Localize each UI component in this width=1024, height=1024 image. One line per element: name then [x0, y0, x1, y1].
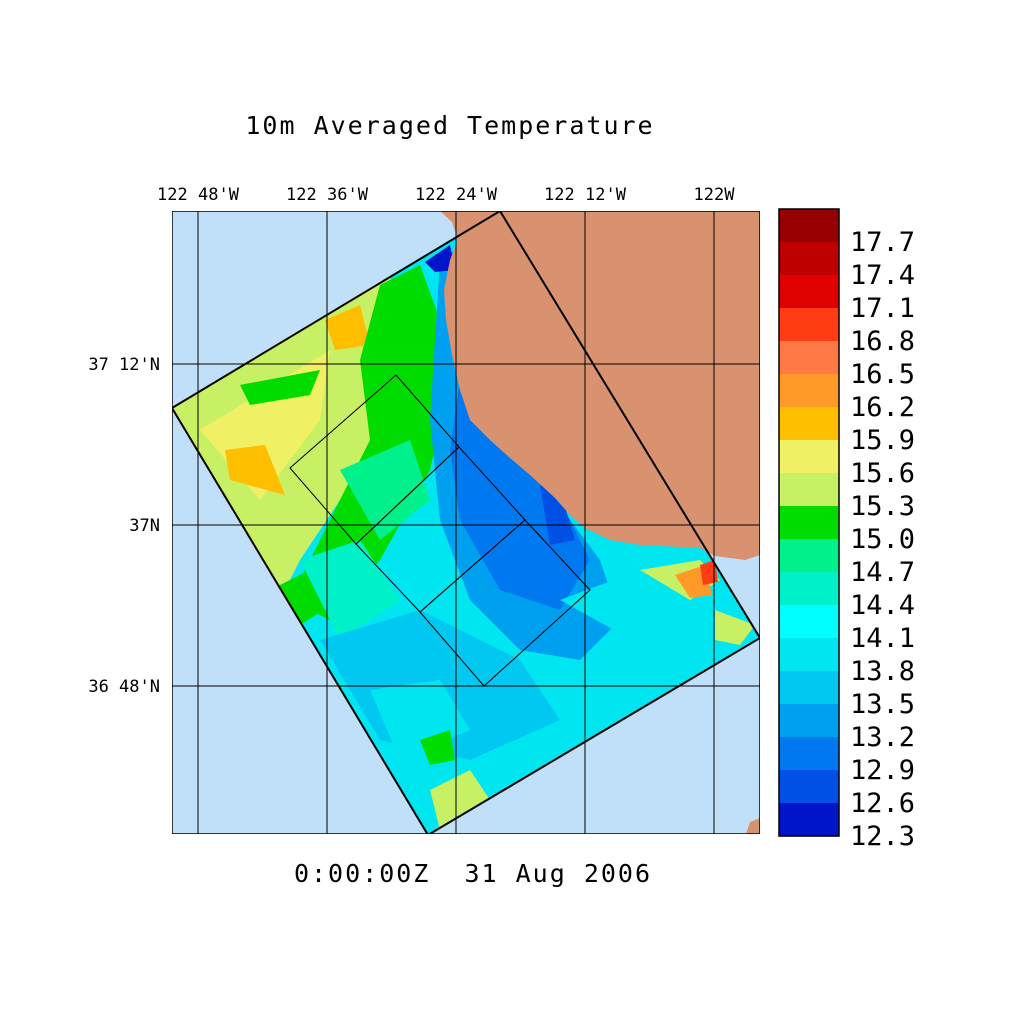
colorbar-label: 15.3 [850, 491, 915, 522]
colorbar-label: 12.3 [850, 821, 915, 852]
latitude-labels: 37 12'N 37N 36 48'N [88, 355, 160, 697]
colorbar-swatch [779, 737, 839, 771]
colorbar-swatch [779, 572, 839, 606]
colorbar-label: 12.9 [850, 755, 915, 786]
lon-label: 122 36'W [286, 185, 369, 205]
colorbar-label: 15.6 [850, 458, 915, 489]
colorbar-label: 17.1 [850, 293, 915, 324]
colorbar-label: 14.4 [850, 590, 915, 621]
colorbar-swatch [779, 605, 839, 639]
lat-label: 37N [129, 516, 160, 536]
colorbar-label: 16.5 [850, 359, 915, 390]
colorbar-label: 16.8 [850, 326, 915, 357]
longitude-labels: 122 48'W 122 36'W 122 24'W 122 12'W 122W [157, 185, 735, 205]
colorbar-swatch [779, 473, 839, 507]
colorbar-swatch [779, 308, 839, 342]
colorbar-border [778, 208, 840, 837]
colorbar-swatch [779, 506, 839, 540]
colorbar-label: 13.2 [850, 722, 915, 753]
colorbar-swatch [779, 209, 839, 243]
colorbar-label: 14.1 [850, 623, 915, 654]
timestamp: 0:00:00Z 31 Aug 2006 [294, 859, 652, 888]
lon-label: 122 24'W [415, 185, 498, 205]
lon-label: 122 12'W [544, 185, 627, 205]
colorbar-swatch [779, 704, 839, 738]
map-frame [172, 211, 760, 834]
colorbar-label: 17.7 [850, 227, 915, 258]
colorbar-label: 12.6 [850, 788, 915, 819]
colorbar-swatch [779, 242, 839, 276]
colorbar-swatch [779, 341, 839, 375]
lon-label: 122 48'W [157, 185, 240, 205]
colorbar-swatch [779, 803, 839, 837]
colorbar-swatch [779, 638, 839, 672]
colorbar-swatch [779, 374, 839, 408]
colorbar-label: 14.7 [850, 557, 915, 588]
land-islet [746, 818, 760, 834]
colorbar-swatch [779, 407, 839, 441]
colorbar-label: 15.0 [850, 524, 915, 555]
colorbar-swatch [779, 770, 839, 804]
colorbar-swatch [779, 275, 839, 309]
colorbar-swatch [779, 671, 839, 705]
colorbar-label: 16.2 [850, 392, 915, 423]
lon-label: 122W [694, 185, 736, 205]
colorbar-swatch [779, 440, 839, 474]
map-title: 10m Averaged Temperature [245, 111, 654, 140]
subdomain-boxes [289, 374, 591, 687]
colorbar: 17.717.417.116.816.516.215.915.615.315.0… [778, 208, 915, 852]
colorbar-label: 17.4 [850, 260, 915, 291]
colorbar-label: 13.5 [850, 689, 915, 720]
colorbar-label: 15.9 [850, 425, 915, 456]
colorbar-swatch [779, 539, 839, 573]
land-mass [440, 211, 760, 560]
lat-label: 37 12'N [88, 355, 160, 375]
lat-label: 36 48'N [88, 677, 160, 697]
colorbar-label: 13.8 [850, 656, 915, 687]
model-domain-outline [172, 211, 760, 834]
